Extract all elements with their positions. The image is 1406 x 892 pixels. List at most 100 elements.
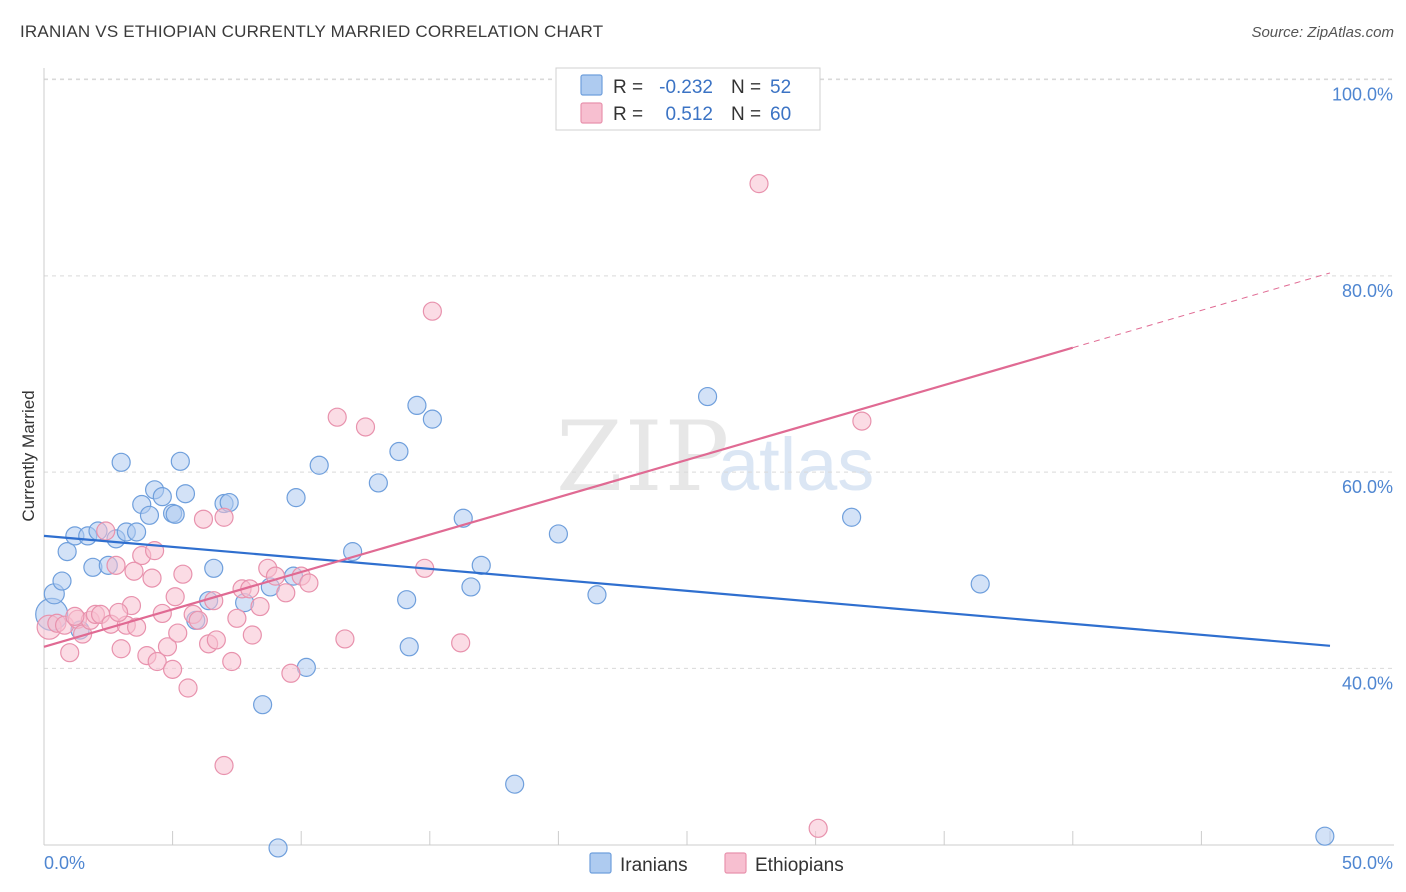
bottom-legend-iranians-swatch[interactable] [589,852,612,874]
ethiopian-point [749,174,769,194]
ethiopian-point [214,755,234,776]
y-tick-label: 60.0% [1342,477,1393,497]
ethiopian-point [178,678,198,698]
chart-title: IRANIAN VS ETHIOPIAN CURRENTLY MARRIED C… [20,22,604,41]
x-tick-label-max: 50.0% [1342,853,1393,873]
iranian-point [399,637,419,657]
iranians-n-value: 52 [770,77,791,98]
trend-lines [43,272,1331,648]
ethiopian-trend-line [43,346,1074,648]
iranian-point [697,386,718,407]
ethiopian-point [173,564,193,584]
y-tick-label: 100.0% [1332,85,1393,105]
iranian-point [52,571,72,591]
ethiopians-swatch [580,102,603,124]
ethiopian-point [355,417,376,437]
ethiopian-point [227,608,247,628]
iranians-r-value: -0.232 [659,77,713,98]
iranians-n-label: N = [731,77,761,98]
x-tick-label-min: 0.0% [44,853,85,873]
iranian-point [111,452,131,472]
iranian-point [126,522,147,542]
x-tick-labels: 0.0% 50.0% [43,831,1393,873]
ethiopian-point [281,663,301,683]
iranian-point [505,774,525,794]
ethiopian-point [65,606,85,626]
ethiopian-point [163,659,183,679]
iranian-point [170,451,190,471]
ethiopian-point [193,509,214,529]
ethiopian-point [214,507,234,527]
watermark: ZIP atlas [556,401,874,513]
ethiopian-point [126,617,147,637]
iranian-point [268,838,288,858]
iranian-point [842,507,862,527]
ethiopian-point [147,651,167,672]
iranian-point [461,577,481,597]
iranians-swatch [580,74,603,96]
chart-source: Source: ZipAtlas.com [1251,24,1394,41]
iranian-point [397,590,417,610]
ethiopian-point [111,639,131,659]
ethiopian-point [276,583,296,603]
ethiopian-point [108,602,129,623]
ethiopian-point [451,633,471,653]
bottom-legend: Iranians Ethiopians [589,852,844,876]
ethiopian-point [106,555,126,575]
iranian-point [253,695,273,715]
watermark-zip: ZIP [556,401,731,513]
y-tick-label: 80.0% [1342,281,1393,301]
iranian-point [368,473,388,493]
ethiopian-point [157,637,178,657]
ethiopian-point [165,587,185,607]
ethiopian-point [96,521,116,541]
y-axis-label: Currently Married [19,390,38,521]
ethiopian-point [222,651,242,672]
ethiopian-point [335,629,355,649]
ethiopian-point [299,573,319,593]
iranian-point [389,441,409,462]
iranians-r-label: R = [613,77,643,98]
ethiopians-r-label: R = [613,104,643,125]
iranian-trend-line [43,534,1331,647]
iranian-point [204,558,224,578]
ethiopian-point [808,818,828,838]
ethiopian-point [204,591,224,611]
iranian-point [175,484,196,504]
ethiopian-point [206,630,226,650]
iranians-points [35,386,1335,858]
iranian-point [152,487,172,507]
ethiopian-point [124,561,144,581]
ethiopian-trend-extension [1072,272,1331,349]
ethiopian-point [60,643,80,663]
ethiopian-point [142,568,162,588]
iranian-point [57,542,77,562]
iranian-point [970,574,990,594]
ethiopians-n-label: N = [731,104,761,125]
ethiopian-point [242,625,262,645]
iranian-point [139,505,160,525]
iranian-point [407,395,427,415]
ethiopian-point [250,596,270,617]
ethiopians-points [36,174,872,838]
ethiopian-point [188,610,208,630]
watermark-atlas: atlas [718,423,874,506]
bottom-legend-iranians[interactable]: Iranians [620,855,688,876]
ethiopians-r-value: 0.512 [665,104,713,125]
iranian-point [548,524,569,544]
iranian-point [587,585,607,605]
bottom-legend-ethiopians[interactable]: Ethiopians [755,855,844,876]
ethiopian-point [852,411,872,431]
bottom-legend-ethiopians-swatch[interactable] [724,852,747,874]
iranian-point [309,455,329,475]
ethiopians-n-value: 60 [770,104,791,125]
ethiopian-point [422,301,442,321]
iranian-point [422,409,442,429]
y-tick-label: 40.0% [1342,673,1393,693]
ethiopian-point [327,407,347,427]
y-tick-labels: 40.0% 60.0% 80.0% 100.0% [1332,85,1393,694]
iranian-point [1315,826,1335,846]
iranian-point [286,488,306,508]
ethiopian-point [168,623,188,643]
